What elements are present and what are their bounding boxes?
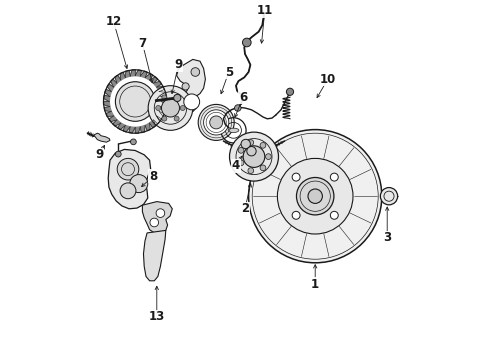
Polygon shape (107, 84, 114, 91)
Circle shape (120, 183, 136, 199)
Polygon shape (111, 79, 117, 87)
Polygon shape (104, 107, 111, 112)
Polygon shape (140, 71, 147, 77)
Circle shape (286, 88, 294, 95)
Polygon shape (130, 70, 135, 76)
Polygon shape (109, 116, 117, 122)
Polygon shape (106, 112, 114, 116)
Polygon shape (157, 112, 163, 119)
Circle shape (292, 173, 300, 181)
Polygon shape (159, 91, 166, 96)
Circle shape (130, 175, 148, 193)
Circle shape (296, 177, 334, 215)
Polygon shape (149, 120, 155, 128)
Circle shape (243, 38, 251, 47)
Circle shape (150, 218, 159, 227)
Polygon shape (144, 230, 166, 281)
Text: 6: 6 (239, 91, 247, 104)
Polygon shape (161, 102, 167, 108)
Circle shape (238, 160, 244, 166)
Polygon shape (105, 89, 111, 96)
Ellipse shape (228, 128, 239, 132)
Circle shape (260, 165, 266, 171)
Circle shape (162, 116, 167, 121)
Circle shape (248, 140, 254, 145)
Circle shape (174, 116, 179, 121)
Polygon shape (159, 107, 166, 114)
Polygon shape (153, 116, 160, 124)
Polygon shape (123, 126, 130, 132)
Circle shape (116, 82, 155, 121)
Circle shape (308, 189, 322, 203)
Circle shape (130, 139, 136, 145)
Circle shape (182, 83, 189, 90)
Circle shape (204, 110, 229, 135)
Text: 2: 2 (241, 202, 249, 215)
Circle shape (198, 104, 234, 140)
Polygon shape (115, 75, 121, 83)
Circle shape (156, 105, 161, 111)
Circle shape (248, 130, 382, 263)
Polygon shape (161, 96, 167, 102)
Text: 1: 1 (311, 278, 319, 291)
Text: 4: 4 (232, 159, 240, 172)
Circle shape (277, 158, 353, 234)
Circle shape (191, 68, 199, 76)
Polygon shape (118, 123, 125, 130)
Circle shape (229, 132, 278, 181)
Circle shape (243, 146, 265, 167)
Polygon shape (120, 72, 125, 80)
Polygon shape (125, 71, 130, 77)
Circle shape (266, 154, 271, 159)
Polygon shape (153, 81, 162, 87)
Text: 9: 9 (174, 58, 183, 71)
Text: 11: 11 (257, 4, 273, 17)
Text: 3: 3 (383, 231, 391, 244)
Text: 5: 5 (225, 66, 233, 78)
Polygon shape (157, 87, 165, 91)
Circle shape (174, 95, 179, 100)
Circle shape (116, 151, 121, 157)
Circle shape (235, 105, 241, 111)
Polygon shape (94, 133, 110, 142)
Polygon shape (140, 126, 145, 132)
Circle shape (238, 148, 244, 153)
Circle shape (247, 147, 256, 156)
Polygon shape (149, 77, 158, 83)
Circle shape (148, 86, 193, 130)
Polygon shape (135, 70, 142, 76)
Polygon shape (135, 127, 140, 133)
Circle shape (180, 105, 185, 111)
Polygon shape (113, 120, 121, 126)
Circle shape (162, 95, 167, 100)
Circle shape (330, 173, 338, 181)
Polygon shape (103, 102, 110, 107)
Polygon shape (145, 73, 153, 80)
Text: 10: 10 (319, 73, 336, 86)
Polygon shape (104, 95, 110, 102)
Circle shape (248, 168, 254, 174)
Text: 12: 12 (105, 15, 122, 28)
Text: 9: 9 (95, 148, 103, 161)
Circle shape (174, 94, 181, 102)
Polygon shape (145, 123, 150, 131)
Polygon shape (129, 127, 135, 133)
Circle shape (162, 99, 179, 117)
Text: 7: 7 (138, 37, 147, 50)
Text: 8: 8 (149, 170, 157, 183)
Circle shape (241, 139, 250, 149)
Circle shape (210, 116, 222, 129)
Circle shape (260, 143, 266, 148)
Polygon shape (176, 59, 205, 112)
Circle shape (292, 211, 300, 219)
Circle shape (156, 209, 165, 217)
Polygon shape (143, 202, 172, 233)
Text: 13: 13 (148, 310, 165, 323)
Circle shape (184, 94, 199, 110)
Circle shape (380, 188, 398, 205)
Circle shape (330, 211, 338, 219)
Circle shape (117, 158, 139, 180)
Polygon shape (108, 149, 151, 209)
